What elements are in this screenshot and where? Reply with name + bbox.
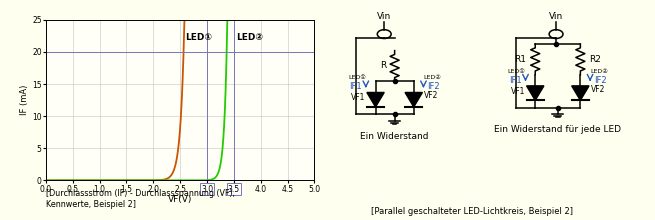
- Text: Ein Widerstand: Ein Widerstand: [360, 132, 429, 141]
- Text: LED②: LED②: [236, 33, 263, 42]
- Text: VF1: VF1: [351, 94, 365, 102]
- Text: Ein Widerstand für jede LED: Ein Widerstand für jede LED: [495, 125, 622, 134]
- Text: IF2: IF2: [428, 82, 440, 91]
- Polygon shape: [527, 86, 544, 100]
- Text: R1: R1: [515, 55, 527, 64]
- Text: IF2: IF2: [594, 76, 607, 84]
- Text: Vin: Vin: [549, 12, 563, 21]
- Text: VF2: VF2: [424, 91, 438, 100]
- Text: [Parallel geschalteter LED-Lichtkreis, Beispiel 2]: [Parallel geschalteter LED-Lichtkreis, B…: [371, 207, 572, 216]
- Text: VF2: VF2: [591, 85, 605, 94]
- Text: LED②: LED②: [590, 69, 608, 74]
- Y-axis label: IF (mA): IF (mA): [20, 85, 29, 115]
- Text: VF1: VF1: [510, 87, 525, 96]
- Text: LED①: LED①: [185, 33, 212, 42]
- Text: [Durchlassstrom (IF) - Durchlassspannung (VF),
Kennwerte, Beispiel 2]: [Durchlassstrom (IF) - Durchlassspannung…: [46, 189, 235, 209]
- Text: Vin: Vin: [377, 12, 391, 21]
- Polygon shape: [572, 86, 589, 100]
- Text: R: R: [380, 62, 386, 70]
- Text: R2: R2: [589, 55, 601, 64]
- Text: LED①: LED①: [348, 75, 366, 80]
- Text: IF1: IF1: [349, 82, 362, 91]
- X-axis label: VF(V): VF(V): [168, 195, 193, 204]
- Text: LED②: LED②: [423, 75, 441, 80]
- Text: LED①: LED①: [508, 69, 525, 74]
- Text: IF1: IF1: [509, 76, 521, 84]
- Polygon shape: [367, 92, 384, 107]
- Polygon shape: [405, 92, 422, 107]
